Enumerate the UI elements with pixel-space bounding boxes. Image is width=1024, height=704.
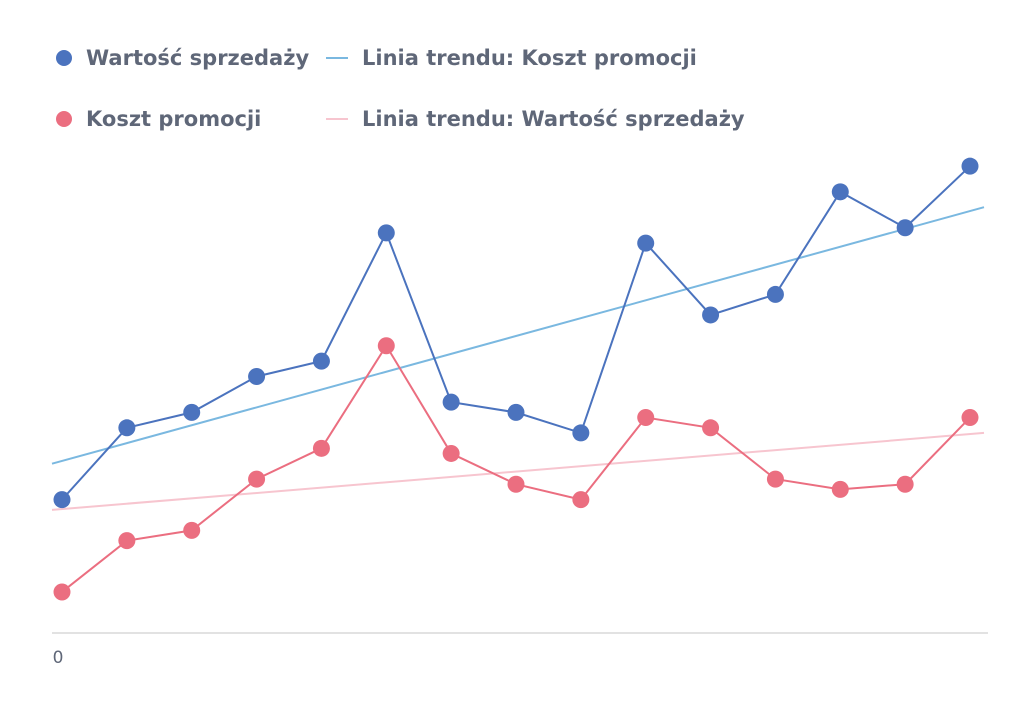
- data-point-sales: [766, 285, 784, 303]
- data-point-promo: [572, 491, 590, 509]
- data-point-sales: [312, 352, 330, 370]
- data-point-sales: [442, 393, 460, 411]
- data-point-sales: [183, 403, 201, 421]
- trend-line-promo: [51, 206, 985, 465]
- data-point-promo: [442, 444, 460, 462]
- data-point-promo: [53, 583, 71, 601]
- legend-item-trend-promo[interactable]: Linia trendu: Koszt promocji: [326, 46, 697, 70]
- data-point-promo: [118, 532, 136, 550]
- data-point-promo: [637, 409, 655, 427]
- data-point-sales: [831, 183, 849, 201]
- data-point-promo: [831, 480, 849, 498]
- data-point-promo: [702, 419, 720, 437]
- legend-marker-trend-promo: [326, 57, 348, 59]
- data-point-sales: [896, 219, 914, 237]
- trend-line-sales: [51, 431, 985, 511]
- data-point-sales: [377, 224, 395, 242]
- data-point-promo: [312, 439, 330, 457]
- legend-label-trend-sales: Linia trendu: Wartość sprzedaży: [362, 107, 745, 131]
- x-tick-label: 0: [53, 648, 64, 668]
- legend-marker-sales: [56, 50, 72, 66]
- data-point-promo: [507, 475, 525, 493]
- data-point-sales: [507, 403, 525, 421]
- legend-marker-trend-sales: [326, 118, 348, 120]
- series-line-promo: [61, 343, 971, 593]
- data-point-sales: [248, 368, 266, 385]
- data-point-sales: [53, 491, 71, 509]
- data-point-promo: [896, 475, 914, 493]
- data-point-sales: [572, 424, 590, 442]
- legend-item-trend-sales[interactable]: Linia trendu: Wartość sprzedaży: [326, 107, 745, 131]
- data-point-promo: [961, 409, 979, 427]
- data-point-promo: [248, 470, 266, 488]
- data-point-sales: [961, 157, 979, 175]
- data-point-sales: [118, 419, 136, 437]
- chart-legend: Wartość sprzedaży Linia trendu: Koszt pr…: [0, 0, 1024, 150]
- data-point-sales: [702, 306, 720, 324]
- data-point-promo: [377, 337, 395, 355]
- series-line-sales: [61, 165, 971, 501]
- data-point-promo: [183, 521, 201, 539]
- legend-label-trend-promo: Linia trendu: Koszt promocji: [362, 46, 697, 70]
- legend-label-sales: Wartość sprzedaży: [86, 46, 310, 70]
- data-point-sales: [637, 234, 655, 252]
- legend-item-sales[interactable]: Wartość sprzedaży: [56, 46, 309, 70]
- legend-label-promo: Koszt promocji: [86, 107, 262, 131]
- legend-marker-promo: [56, 111, 72, 127]
- data-point-promo: [766, 470, 784, 488]
- legend-item-promo[interactable]: Koszt promocji: [56, 107, 261, 131]
